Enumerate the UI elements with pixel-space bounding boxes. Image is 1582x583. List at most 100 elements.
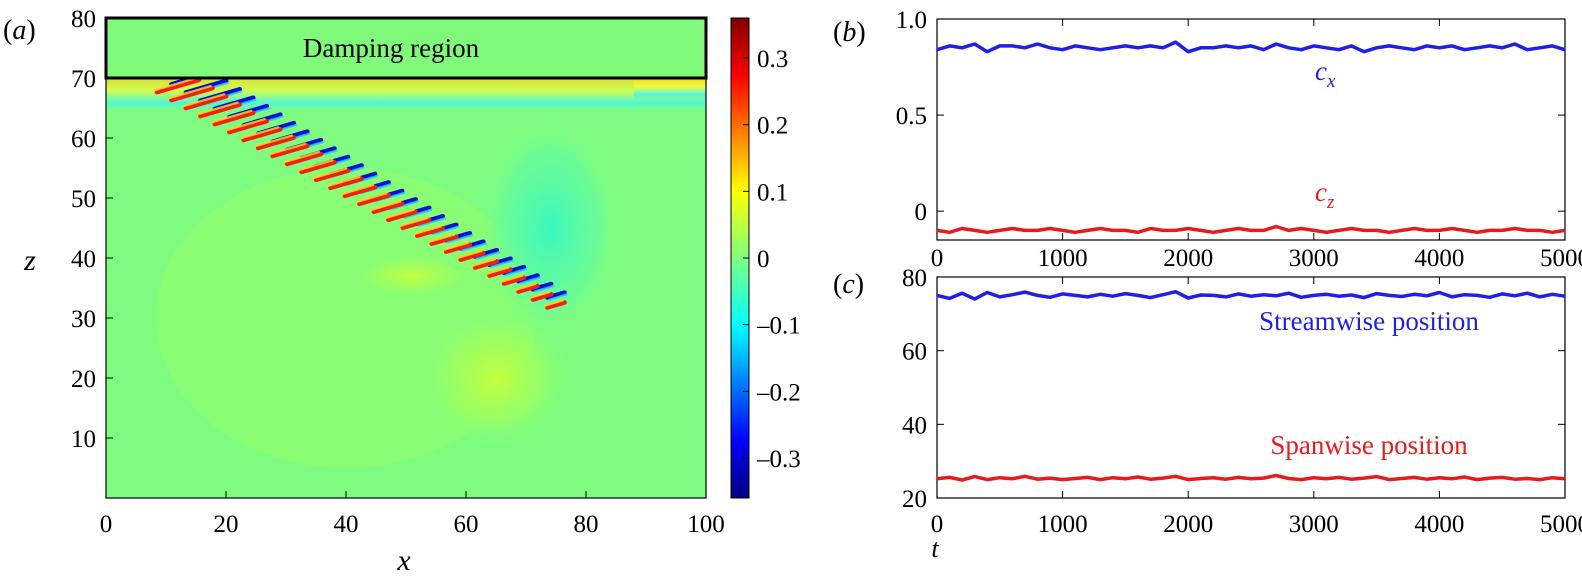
- x-tick-label: 3000: [1289, 511, 1339, 538]
- wake-streak-positive-edge: [457, 249, 483, 259]
- colorbar-tick-label: 0.2: [757, 113, 788, 140]
- y-tick-label: 70: [71, 66, 96, 93]
- series-line-0: [936, 40, 1566, 54]
- wake-streak-positive: [198, 102, 242, 119]
- wake-streak-positive-edge: [298, 159, 334, 172]
- panel-b-series: [936, 40, 1566, 235]
- panel-b-frame: [936, 18, 1566, 241]
- wake-streak-negative-edge: [519, 276, 541, 285]
- wake-streak-positive: [386, 209, 418, 223]
- panel-tag-a: (a): [3, 15, 36, 46]
- y-tick-label: 40: [902, 412, 927, 439]
- wake-streak-positive: [545, 300, 567, 310]
- colorbar-ticks: 0.3 0.2 0.1 0 –0.1 –0.2 –0.3: [743, 46, 801, 473]
- wake-streak-negative-edge: [533, 284, 555, 293]
- x-tick-label: 2000: [1163, 511, 1213, 538]
- wake-streak-positive: [328, 176, 364, 191]
- wake-streak-positive-edge: [370, 200, 402, 211]
- wake-streak-positive-edge: [500, 274, 524, 283]
- colorbar-tick-label: –0.3: [756, 446, 801, 473]
- x-tick-label: 100: [687, 511, 725, 538]
- x-tick-label: 0: [931, 245, 944, 272]
- x-tick-label: 4000: [1414, 511, 1464, 538]
- wake-streak-negative-edge: [475, 251, 501, 260]
- wake-streak-positive-edge: [515, 282, 537, 291]
- colorbar-tick-label: –0.2: [756, 379, 801, 406]
- y-axis-label: z: [23, 244, 36, 277]
- wake-streak-negative-edge: [461, 242, 487, 252]
- wake-streak-positive: [183, 94, 229, 111]
- y-tick-label: 40: [71, 246, 96, 273]
- y-tick-label: 60: [902, 339, 927, 366]
- wake-streak-positive: [313, 168, 351, 183]
- wake-streak-positive-edge: [283, 150, 321, 164]
- y-tick-label: 20: [902, 486, 927, 513]
- y-tick-label: 10: [71, 426, 96, 453]
- x-tick-label: 0: [100, 511, 113, 538]
- y-tick-label: 60: [71, 126, 96, 153]
- heatmap-wake-pattern: [106, 61, 706, 468]
- wake-streak-positive: [443, 242, 473, 254]
- series-line-0: [936, 289, 1566, 301]
- wake-streak-positive-edge: [385, 208, 415, 219]
- wake-streak-negative-edge: [548, 293, 568, 301]
- y-tick-label: 0.5: [896, 103, 927, 130]
- wake-streak-positive: [255, 135, 297, 151]
- panel-a: Damping region 0 20 40 60 80 100 10 20 30 40 50 60…: [3, 6, 725, 577]
- wake-streak-positive-edge: [226, 117, 266, 132]
- wake-streak-positive: [212, 110, 256, 127]
- wake-streak-positive-edge: [312, 167, 348, 179]
- wake-streak-positive: [530, 291, 554, 302]
- series-line-1: [936, 473, 1566, 482]
- panel-c-frame: [936, 276, 1566, 499]
- colorbar-tick-label: –0.1: [756, 313, 801, 340]
- wake-streak-positive: [429, 234, 459, 246]
- colorbar: 0.3 0.2 0.1 0 –0.1 –0.2 –0.3: [730, 17, 801, 499]
- wake-streak-positive: [226, 118, 270, 135]
- colorbar-tick-label: 0.3: [757, 46, 788, 73]
- x-tick-label: 80: [574, 511, 599, 538]
- wake-streak-positive: [241, 127, 283, 143]
- wake-streak-negative-edge: [447, 234, 473, 244]
- y-tick-label: 0: [915, 199, 928, 226]
- colorbar-tick-label: 0: [757, 246, 770, 273]
- wake-streak-positive-edge: [182, 93, 226, 108]
- colorbar-tick-label: 0.1: [757, 179, 788, 206]
- damping-region-label: Damping region: [303, 33, 480, 63]
- wake-streak-positive-edge: [529, 291, 551, 299]
- wake-streak-positive: [299, 160, 337, 175]
- wake-streak-positive: [400, 217, 432, 231]
- wake-streak-positive: [487, 267, 513, 278]
- field-edge-strip-right: [634, 78, 706, 102]
- wake-streak-positive-edge: [399, 216, 429, 227]
- x-tick-label: 20: [214, 511, 239, 538]
- wake-streak-positive: [516, 283, 540, 294]
- wake-streak-positive: [357, 193, 391, 207]
- x-axis-ticks: 0 20 40 60 80 100: [100, 491, 725, 538]
- wake-streak-positive-edge: [168, 84, 212, 100]
- series-label-spanwise: Spanwise position: [1270, 430, 1468, 460]
- x-tick-label: 1000: [1038, 245, 1088, 272]
- wake-streak-positive-edge: [269, 142, 307, 156]
- x-tick-label: 40: [334, 511, 359, 538]
- wake-streak-positive-edge: [544, 299, 564, 307]
- x-axis-label-t: t: [931, 534, 939, 563]
- field-blob-positive-2: [352, 254, 472, 298]
- x-tick-label: 4000: [1414, 245, 1464, 272]
- wake-streak-negative-edge: [432, 225, 460, 236]
- wake-streak-positive-edge: [471, 258, 497, 267]
- y-tick-label: 1.0: [896, 7, 927, 34]
- wake-streak-positive: [458, 250, 486, 262]
- wake-streak-positive-edge: [255, 134, 293, 148]
- wake-streak-negative-edge: [418, 217, 446, 227]
- y-tick-label: 30: [71, 306, 96, 333]
- wake-streak-positive-edge: [443, 241, 469, 251]
- wake-streak-positive: [169, 85, 215, 103]
- panel-tag-c: (c): [833, 269, 864, 300]
